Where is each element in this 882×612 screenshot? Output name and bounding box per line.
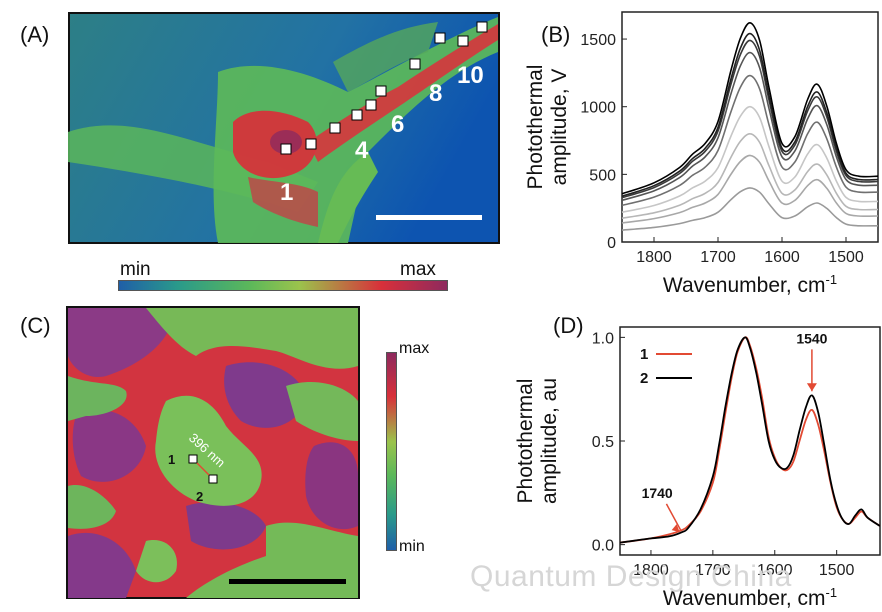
panel-b-ytick-label: 1000	[580, 100, 616, 117]
panel-b-plot-area: 0 500 1000 1500 1800 1700 1600 1500 Wavenumber, …	[524, 11, 879, 297]
panel-d-xlabel-superscript: -1	[826, 585, 838, 600]
panel-d-xlabel: Wavenumber, cm-1	[663, 585, 837, 610]
panel-a-filament	[333, 22, 438, 92]
panel-c-green-region	[286, 381, 358, 441]
panel-c-purple-region	[305, 442, 358, 530]
panel-d-ytick-label: 0.0	[592, 538, 614, 555]
panel-c-point-2	[208, 474, 218, 484]
panel-c-colorbar	[386, 352, 397, 551]
panel-c-colorbar-max-label: max	[399, 340, 430, 357]
panel-b-xtick-label: 1500	[828, 249, 864, 266]
panel-c-green-region	[146, 308, 358, 369]
panel-b-ytick-label: 500	[589, 167, 616, 184]
panel-d-chart: 0.0 0.5 1.0 1800 1700 1600 1500 Wavenumber, cm-…	[514, 326, 881, 610]
panel-b-xtick-label: 1700	[700, 249, 736, 266]
panel-a-ir-map: 1 4 6 8 10	[68, 12, 500, 244]
panel-a-marker-label: 10	[457, 62, 484, 89]
panel-b-chart: 0 500 1000 1500 1800 1700 1600 1500 Wavenumber, …	[524, 11, 879, 297]
panel-d-annotation-arrowhead	[806, 383, 817, 392]
panel-c-point-label: 1	[168, 452, 175, 467]
panel-d-frame	[619, 326, 881, 556]
panel-c-point-label: 2	[196, 489, 203, 504]
panel-b-series-line	[621, 74, 879, 207]
panel-d-ylabel: amplitude, au	[538, 378, 561, 504]
panel-b-frame	[621, 11, 879, 243]
panel-d-xtick-label: 1800	[633, 562, 669, 579]
panel-b-series-line	[621, 32, 879, 197]
panel-d-xtick-label: 1600	[757, 562, 793, 579]
panel-c-purple-region	[72, 410, 146, 482]
panel-c-purple-region	[68, 532, 136, 598]
panel-b-series-line	[621, 105, 879, 213]
panel-d-xtick-label: 1500	[819, 562, 855, 579]
panel-a-marker-label: 6	[391, 111, 404, 138]
panel-b-xlabel: Wavenumber, cm-1	[663, 272, 837, 297]
panel-d-label: (D)	[553, 313, 584, 338]
panel-a-colorbar-max-label: max	[400, 259, 436, 280]
panel-c-point-1	[188, 454, 198, 464]
panel-b-xlabel-superscript: -1	[826, 272, 838, 287]
panel-a-markers	[280, 21, 488, 155]
panel-d-ylabel: Photothermal	[514, 379, 537, 504]
panel-b-ytick-label: 0	[607, 235, 616, 252]
panel-a-scale-bar	[376, 215, 482, 220]
panel-a-hotspot-core	[270, 130, 302, 154]
panel-c-green-region	[68, 485, 116, 529]
panel-c-purple-region	[224, 362, 306, 428]
panel-b-series-line	[621, 51, 879, 202]
panel-c-purple-region	[68, 308, 176, 377]
panel-d-series-2-line	[619, 336, 881, 544]
panel-a-marker-label: 8	[429, 80, 442, 107]
panel-b-series-line	[621, 133, 879, 219]
panel-a-colorbar-min-label: min	[120, 259, 151, 280]
panel-b-series-line	[621, 187, 879, 231]
panel-b-series-line	[621, 39, 879, 199]
panel-a-marker-label: 1	[280, 179, 293, 206]
panel-b-xtick-label: 1600	[764, 249, 800, 266]
panel-c-purple-region	[186, 502, 266, 550]
panel-c-distance-line	[196, 462, 210, 476]
panel-c-label: (C)	[20, 313, 51, 338]
panel-d-annotation-arrow	[665, 503, 682, 531]
panel-d-plot-area: 0.0 0.5 1.0 1800 1700 1600 1500 Wavenumber, cm-…	[514, 326, 881, 610]
panel-c-green-region	[68, 376, 127, 421]
panel-b-ylabel: Photothermal	[524, 65, 547, 190]
panel-c-green-region	[136, 540, 177, 583]
panel-a-label: (A)	[20, 22, 50, 47]
panel-a-filament	[318, 152, 378, 243]
watermark: Quantum Design China	[470, 560, 792, 593]
panel-d-annotation-label: 1540	[796, 330, 827, 346]
panel-d-legend-label: 2	[640, 370, 648, 387]
panel-d-annotation-arrowhead	[671, 524, 680, 533]
panel-d-xtick-label: 1700	[695, 562, 731, 579]
panel-c-ir-map: 1 2 396 nm	[66, 306, 360, 599]
panel-b-series-line	[621, 154, 879, 224]
panel-b-xtick-label: 1800	[636, 249, 672, 266]
panel-a-marker-label: 4	[355, 137, 369, 164]
panel-a-hotspot	[308, 24, 498, 162]
panel-d-annotation-label: 1740	[642, 485, 673, 501]
panel-c-green-region	[155, 395, 262, 506]
panel-d-ytick-label: 0.5	[592, 434, 614, 451]
panel-c-colorbar-min-label: min	[399, 538, 425, 555]
panel-b-series-line	[621, 22, 879, 195]
panel-b-ytick-label: 1500	[580, 32, 616, 49]
panel-b-label: (B)	[541, 22, 571, 47]
panel-d-series-1-line	[619, 336, 881, 544]
panel-a-colorbar	[118, 280, 448, 291]
panel-d-ytick-label: 1.0	[592, 330, 614, 347]
panel-c-scale-bar	[229, 579, 346, 584]
panel-a-hotspot	[248, 177, 318, 227]
panel-d-legend-label: 1	[640, 346, 648, 363]
panel-b-ylabel: amplitude, V	[548, 69, 571, 186]
